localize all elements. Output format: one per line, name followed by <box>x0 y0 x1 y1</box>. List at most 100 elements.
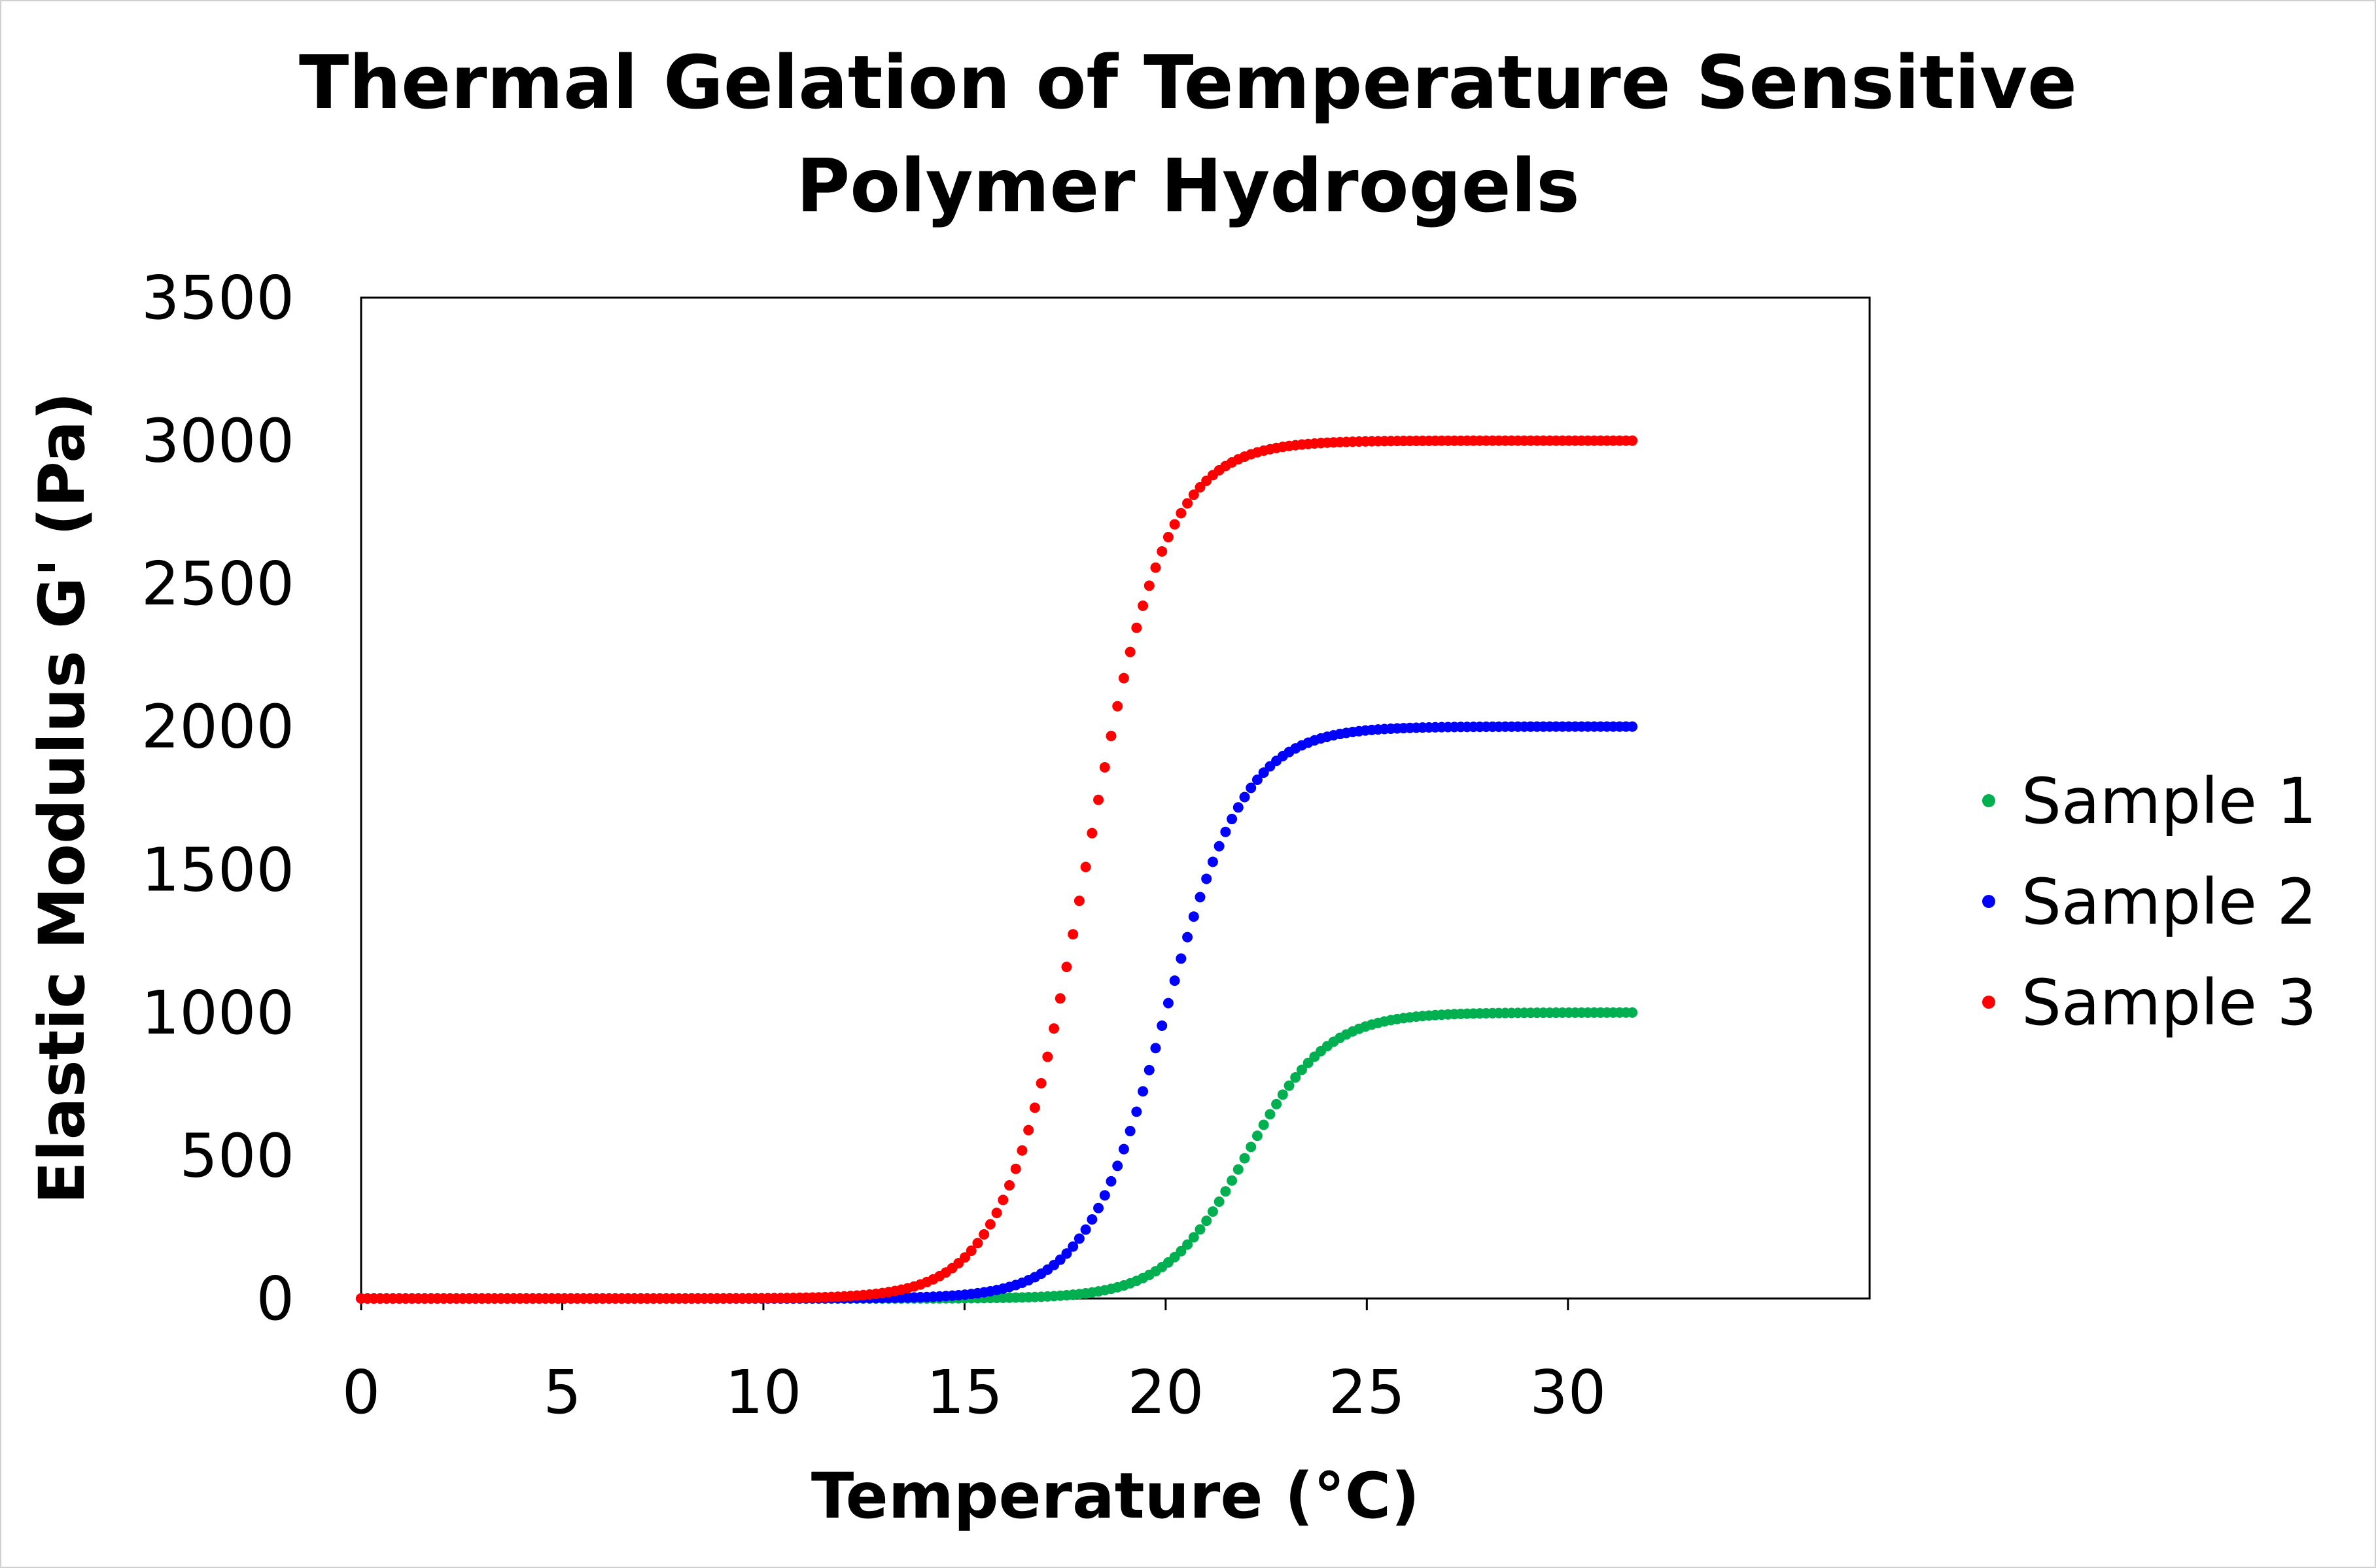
data-point <box>1169 519 1180 530</box>
data-point <box>1246 782 1257 793</box>
data-point <box>1138 600 1149 611</box>
y-tick-label: 2500 <box>141 549 294 619</box>
data-point <box>1131 622 1142 633</box>
data-point <box>1207 1206 1218 1217</box>
data-point <box>1201 873 1212 884</box>
data-point <box>1232 1164 1244 1175</box>
data-point <box>966 1246 977 1257</box>
plot-area <box>360 296 1871 1300</box>
data-point <box>1138 1086 1149 1097</box>
data-point <box>1112 1160 1123 1172</box>
y-tick-label: 0 <box>256 1264 294 1334</box>
data-point <box>1150 562 1161 573</box>
y-tick-label: 1000 <box>141 978 294 1048</box>
data-point <box>1106 731 1117 742</box>
data-point <box>1055 993 1066 1004</box>
data-point <box>1017 1145 1028 1156</box>
legend-marker <box>1982 794 1995 807</box>
legend-label: Sample 1 <box>2021 765 2317 838</box>
data-point <box>1029 1102 1040 1113</box>
x-tick-label: 0 <box>342 1357 381 1427</box>
chart-title-line-2: Polymer Hydrogels <box>796 144 1580 229</box>
data-point <box>1284 1080 1295 1091</box>
data-point <box>1125 1126 1136 1137</box>
data-point <box>1144 1064 1155 1075</box>
legend-label: Sample 2 <box>2021 865 2317 939</box>
y-tick-label: 2000 <box>141 692 294 762</box>
y-tick-label: 1500 <box>141 835 294 905</box>
series-3 <box>356 435 1638 1304</box>
data-point <box>1112 701 1123 712</box>
y-tick-label: 3000 <box>141 406 294 476</box>
data-point <box>1246 1141 1257 1153</box>
data-point <box>1023 1124 1034 1136</box>
data-point <box>1118 672 1129 684</box>
x-axis-title: Temperature (°C) <box>811 1459 1420 1533</box>
data-point <box>1068 929 1079 940</box>
data-point <box>1214 841 1225 852</box>
data-point <box>1214 1196 1225 1208</box>
data-point <box>1195 1224 1206 1235</box>
data-point <box>1093 1202 1104 1213</box>
series-layer <box>356 435 1638 1304</box>
data-point <box>1627 721 1638 732</box>
data-point <box>1227 1175 1238 1186</box>
data-point <box>1627 1007 1638 1018</box>
chart-title-line-1: Thermal Gelation of Temperature Sensitiv… <box>298 41 2078 126</box>
legend-marker <box>1982 996 1995 1009</box>
data-point <box>1162 998 1174 1009</box>
data-point <box>1220 1186 1231 1197</box>
data-point <box>1296 1064 1307 1075</box>
data-point <box>1061 962 1072 973</box>
data-point <box>1176 953 1187 964</box>
data-point <box>979 1228 990 1240</box>
data-point <box>1271 1098 1282 1109</box>
data-point <box>985 1219 996 1230</box>
x-tick-label: 10 <box>725 1357 801 1427</box>
y-tick-label: 3500 <box>141 263 294 333</box>
y-tick-label: 500 <box>179 1121 294 1191</box>
data-point <box>1042 1051 1053 1062</box>
data-point <box>1049 1023 1060 1034</box>
data-point <box>1080 1224 1091 1235</box>
data-point <box>1087 1214 1098 1225</box>
data-point <box>960 1252 971 1263</box>
data-point <box>1157 1020 1168 1031</box>
legend: Sample 1 Sample 2 Sample 3 <box>1982 765 2317 1039</box>
legend-label: Sample 3 <box>2021 966 2317 1039</box>
x-tick-label: 20 <box>1127 1357 1204 1427</box>
data-point <box>1182 1239 1193 1250</box>
data-point <box>1144 580 1155 591</box>
data-point <box>1265 1109 1276 1120</box>
data-point <box>998 1194 1009 1206</box>
data-point <box>1227 814 1238 825</box>
data-point <box>1195 892 1206 903</box>
data-point <box>1118 1143 1129 1155</box>
x-tick-label: 30 <box>1529 1357 1606 1427</box>
x-tick-label: 25 <box>1329 1357 1405 1427</box>
data-point <box>1074 1233 1085 1244</box>
data-point <box>1036 1078 1047 1089</box>
data-point <box>1004 1179 1015 1191</box>
data-point <box>1157 546 1168 557</box>
data-point <box>1258 1119 1269 1130</box>
data-point <box>1182 932 1193 943</box>
data-point <box>1201 1215 1212 1227</box>
data-point <box>1087 828 1098 839</box>
data-point <box>1010 1163 1021 1174</box>
data-point <box>1251 1130 1263 1141</box>
data-point <box>1176 1246 1187 1257</box>
x-tick-label: 5 <box>543 1357 582 1427</box>
data-point <box>1277 1089 1288 1100</box>
data-point <box>972 1238 983 1249</box>
legend-marker <box>1982 895 1995 908</box>
data-point <box>1195 481 1206 493</box>
x-tick-label: 15 <box>926 1357 1003 1427</box>
legend-item-2: Sample 2 <box>1982 865 2317 939</box>
data-point <box>1162 532 1174 543</box>
data-point <box>1239 792 1250 803</box>
data-point <box>1061 1248 1072 1259</box>
data-point <box>991 1208 1002 1219</box>
data-point <box>1251 774 1263 785</box>
